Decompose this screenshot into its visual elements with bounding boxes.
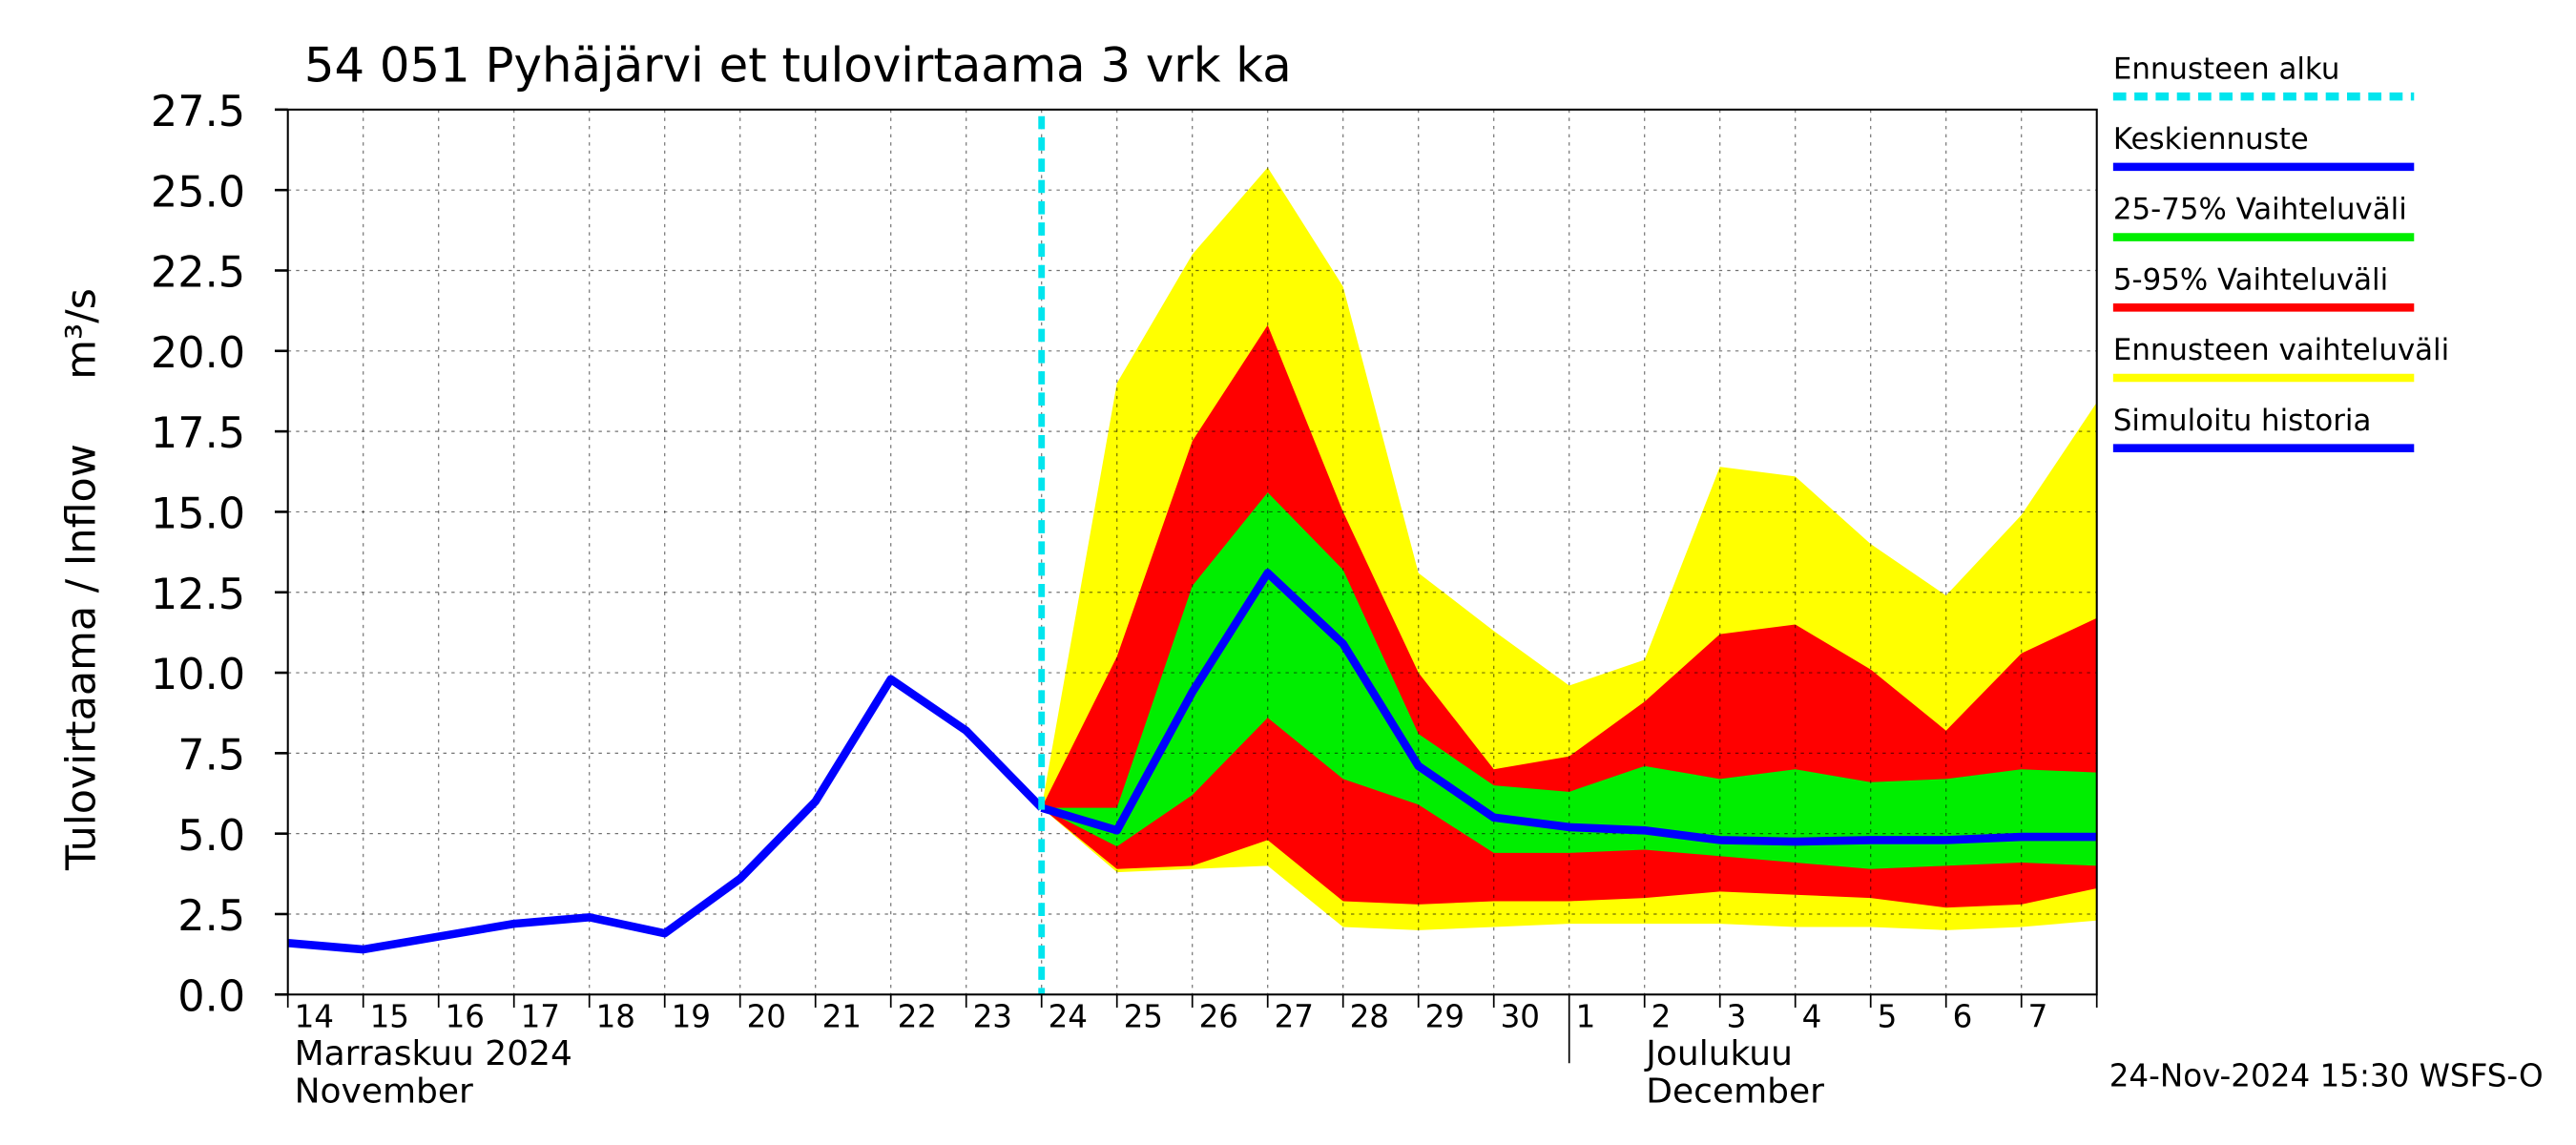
x-tick-label: 23: [973, 999, 1012, 1035]
x-tick-label: 29: [1425, 999, 1465, 1035]
y-tick-label: 7.5: [177, 730, 245, 780]
x-tick-label: 19: [672, 999, 711, 1035]
x-tick-label: 16: [446, 999, 485, 1035]
x-tick-label: 17: [521, 999, 560, 1035]
x-tick-label: 25: [1124, 999, 1163, 1035]
x-tick-label: 6: [1953, 999, 1973, 1035]
x-tick-label: 20: [747, 999, 786, 1035]
y-tick-label: 27.5: [151, 87, 245, 136]
y-tick-label: 15.0: [151, 489, 245, 539]
month-label: Joulukuu: [1644, 1034, 1793, 1073]
plot-area: [287, 109, 2098, 995]
x-tick-label: 18: [596, 999, 635, 1035]
x-tick-label: 26: [1199, 999, 1238, 1035]
footer: 24-Nov-2024 15:30 WSFS-O: [2109, 1057, 2544, 1093]
legend-label: Keskiennuste: [2113, 122, 2309, 156]
x-tick-label: 4: [1802, 999, 1822, 1035]
x-tick-label: 14: [295, 999, 334, 1035]
x-tick-label: 30: [1501, 999, 1540, 1035]
y-tick-label: 12.5: [151, 570, 245, 619]
chart-title: 54 051 Pyhäjärvi et tulovirtaama 3 vrk k…: [304, 38, 1292, 94]
x-tick-label: 5: [1878, 999, 1898, 1035]
forecast-band: [1041, 492, 2097, 869]
x-tick-label: 24: [1049, 999, 1088, 1035]
x-tick-label: 7: [2028, 999, 2048, 1035]
y-tick-label: 22.5: [151, 248, 245, 298]
y-tick-label: 2.5: [177, 891, 245, 941]
legend-label: Ennusteen alku: [2113, 52, 2340, 86]
x-tick-label: 15: [370, 999, 409, 1035]
y-tick-label: 20.0: [151, 328, 245, 378]
x-tick-label: 2: [1652, 999, 1672, 1035]
forecast-band: [1041, 324, 2097, 908]
legend-label: Simuloitu historia: [2113, 404, 2372, 438]
y-axis-label: Tulovirtaama / Inflow: [57, 444, 105, 871]
x-tick-label: 27: [1275, 999, 1314, 1035]
x-tick-label: 3: [1727, 999, 1747, 1035]
legend-label: Ennusteen vaihteluväli: [2113, 333, 2449, 367]
y-axis-unit: m³/s: [57, 288, 105, 380]
legend-label: 25-75% Vaihteluväli: [2113, 193, 2407, 227]
y-tick-label: 17.5: [151, 408, 245, 458]
y-tick-label: 10.0: [151, 650, 245, 699]
legend-label: 5-95% Vaihteluväli: [2113, 262, 2388, 297]
month-label: November: [295, 1072, 473, 1111]
month-label: Marraskuu 2024: [295, 1034, 572, 1073]
y-tick-label: 25.0: [151, 167, 245, 217]
x-tick-label: 28: [1350, 999, 1389, 1035]
x-tick-label: 21: [822, 999, 862, 1035]
series-line: [287, 675, 1045, 954]
x-tick-label: 22: [898, 999, 937, 1035]
y-tick-label: 5.0: [177, 811, 245, 861]
y-tick-label: 0.0: [177, 971, 245, 1021]
x-tick-label: 1: [1576, 999, 1596, 1035]
plot-frame: [286, 108, 2098, 996]
series-line: [1040, 569, 2097, 846]
month-label: December: [1646, 1072, 1824, 1111]
